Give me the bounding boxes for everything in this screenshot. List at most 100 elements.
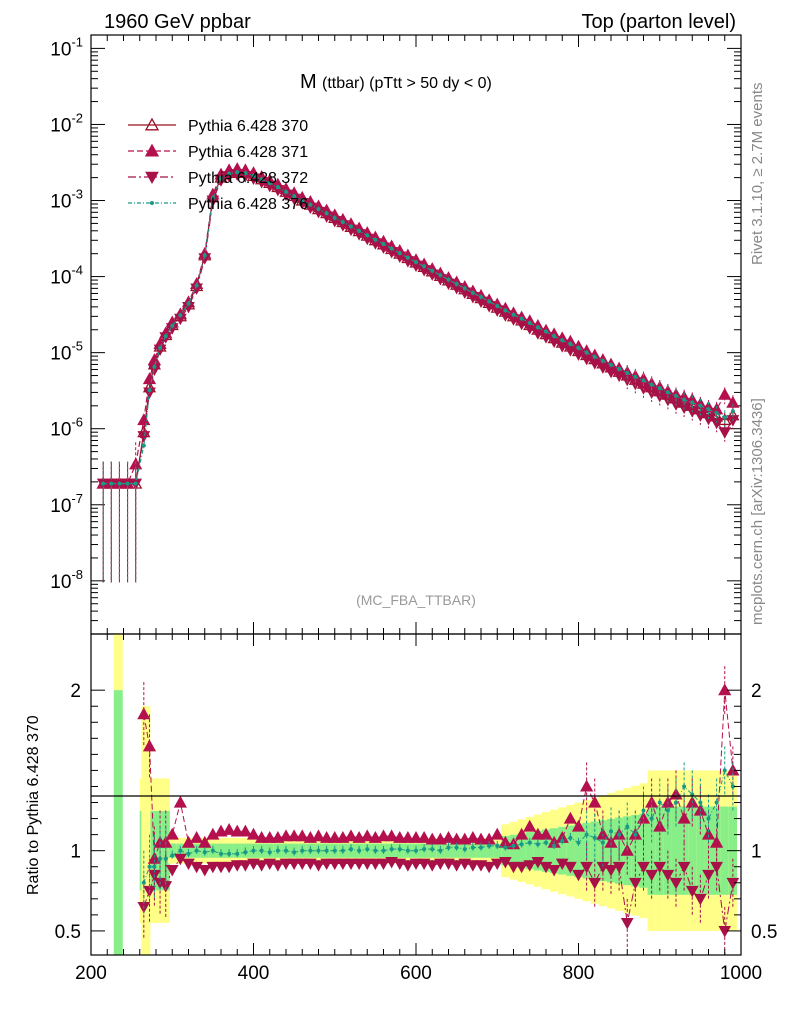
- data-point: [507, 861, 520, 874]
- data-point: [430, 847, 435, 852]
- data-point: [609, 829, 613, 834]
- data-point: [332, 215, 337, 220]
- data-point: [147, 864, 152, 869]
- data-point: [706, 816, 711, 821]
- data-point: [401, 830, 415, 843]
- data-point: [377, 858, 390, 871]
- ratio-series-line: [143, 768, 734, 883]
- data-point: [287, 829, 301, 842]
- data-point: [649, 816, 654, 821]
- data-point: [706, 407, 711, 412]
- data-point: [222, 822, 236, 835]
- x-tick-label: 800: [563, 963, 595, 984]
- data-point: [641, 378, 646, 383]
- series-1: [96, 162, 740, 583]
- data-point: [511, 312, 516, 317]
- data-point: [718, 926, 732, 938]
- data-point: [535, 325, 540, 330]
- data-point: [519, 316, 524, 321]
- data-point: [255, 860, 268, 872]
- data-point: [592, 354, 597, 359]
- data-point: [263, 830, 277, 843]
- data-point: [568, 835, 573, 840]
- data-point: [219, 176, 223, 181]
- data-point: [271, 860, 285, 872]
- data-point: [580, 861, 593, 874]
- data-point: [259, 177, 264, 182]
- data-point: [145, 171, 159, 185]
- data-point: [600, 358, 605, 363]
- data-point: [702, 869, 715, 882]
- data-point: [178, 848, 183, 853]
- y-tick-exponent: -1: [71, 34, 83, 49]
- data-point: [397, 847, 402, 852]
- data-point: [726, 395, 740, 408]
- data-point: [190, 830, 204, 843]
- data-point: [349, 224, 353, 229]
- data-point: [580, 779, 594, 792]
- uncertainty-band-inner: [541, 829, 551, 872]
- data-point: [235, 851, 240, 856]
- data-point: [535, 842, 540, 847]
- data-point: [600, 840, 605, 845]
- data-point: [588, 877, 602, 890]
- data-point: [328, 830, 342, 843]
- data-point: [515, 861, 528, 874]
- data-point: [389, 847, 394, 852]
- y-tick-label: 10-2: [50, 110, 83, 136]
- data-point: [479, 294, 483, 299]
- data-point: [219, 851, 223, 856]
- data-point: [612, 861, 626, 874]
- uncertainty-band-inner: [680, 806, 689, 895]
- data-point: [340, 848, 345, 853]
- plot-title-sub: (ttbar) (pTtt > 50 dy < 0): [322, 75, 492, 92]
- data-point: [669, 877, 683, 890]
- uncertainty-band-inner: [509, 834, 518, 867]
- uncertainty-band-inner: [493, 843, 502, 858]
- data-point: [596, 861, 610, 874]
- data-point: [344, 858, 358, 871]
- data-point: [101, 481, 106, 486]
- x-tick-label: 600: [400, 963, 432, 984]
- data-point: [722, 768, 727, 773]
- data-point: [150, 201, 154, 205]
- x-tick-label: 1000: [720, 963, 762, 984]
- data-point: [357, 228, 362, 233]
- data-point: [657, 800, 662, 805]
- data-point: [552, 334, 557, 339]
- data-point: [414, 848, 418, 853]
- data-point: [714, 800, 719, 805]
- uncertainty-band-inner: [566, 825, 575, 876]
- data-point: [527, 321, 532, 326]
- data-point: [718, 683, 732, 696]
- header-left-label: 1960 GeV ppbar: [104, 11, 251, 33]
- uncertainty-band-inner: [501, 836, 510, 866]
- series-line: [103, 173, 734, 485]
- data-point: [336, 858, 350, 871]
- data-point: [287, 858, 301, 871]
- data-point: [665, 390, 670, 395]
- data-point: [163, 334, 168, 339]
- data-point: [235, 170, 240, 175]
- data-point: [462, 286, 467, 291]
- data-point: [385, 829, 399, 842]
- data-point: [409, 858, 423, 871]
- data-point: [470, 845, 475, 850]
- data-point: [625, 824, 630, 829]
- data-point: [425, 832, 439, 845]
- data-point: [292, 850, 297, 855]
- data-point: [316, 207, 321, 212]
- data-point: [389, 246, 394, 251]
- data-point: [165, 827, 179, 840]
- ratio-series-1: [137, 842, 740, 955]
- data-point: [657, 386, 662, 391]
- data-point: [251, 848, 256, 853]
- data-point: [487, 299, 492, 304]
- data-point: [544, 329, 548, 334]
- data-point: [246, 827, 261, 840]
- data-point: [633, 832, 638, 837]
- data-point: [144, 117, 160, 131]
- data-point: [730, 784, 735, 789]
- data-point: [279, 829, 293, 842]
